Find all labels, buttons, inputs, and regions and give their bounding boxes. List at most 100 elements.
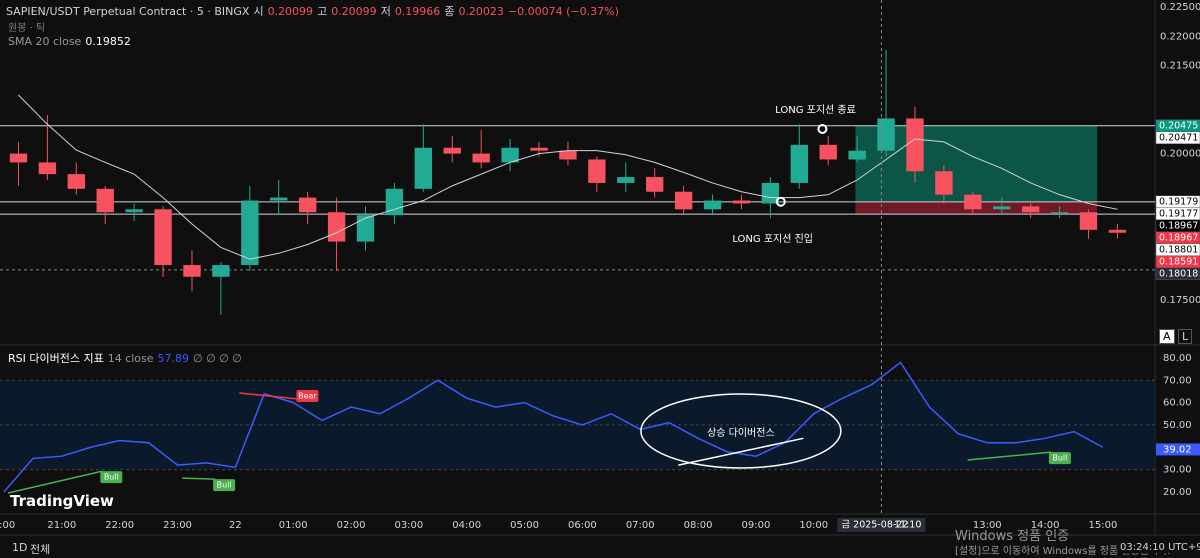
rsi-line [3, 361, 1104, 493]
candle-body [877, 118, 895, 151]
sma-line [18, 94, 1118, 260]
candle-body [819, 144, 837, 160]
rsi-tick-label: 50.00 [1163, 420, 1192, 431]
ohlc-value: 0.20023 [458, 5, 504, 18]
divergence-ellipse [640, 393, 842, 469]
x-tick-label: 01:00 [279, 520, 308, 531]
candle-body [414, 147, 433, 189]
trade-marker [775, 196, 786, 207]
watermark-text: [설정]으로 이동하여 Windows를 정품 인증합니다. [955, 546, 1171, 557]
candle-body [125, 209, 143, 213]
candle-body [761, 182, 780, 204]
candle-body [1050, 212, 1069, 214]
candle-body [154, 209, 172, 266]
price-label: 0.18018 [1159, 268, 1198, 279]
candle-body [790, 144, 808, 183]
x-tick-label: 21:00 [47, 520, 76, 531]
x-tick-label: 0:00 [0, 520, 15, 531]
symbol-header: SAPIEN/USDT Perpetual Contract · 5 · BIN… [6, 3, 623, 19]
indicator-name: SMA 20 close [8, 35, 82, 48]
rsi-header: RSI 다이버전스 지표 14 close 57.89 ∅ ∅ ∅ ∅ [8, 350, 246, 366]
candle-body [906, 118, 924, 172]
candle-body [703, 200, 722, 210]
x-tick-label: 06:00 [568, 520, 597, 531]
x-tick-label: 05:00 [510, 520, 539, 531]
x-tick-label: 22:00 [105, 520, 134, 531]
candle-body [1108, 229, 1127, 233]
ohlc-label: 고 [317, 5, 328, 18]
candle-body [356, 215, 375, 242]
divergence-label-bg [1048, 452, 1071, 465]
x-tick-label: 07:00 [626, 520, 655, 531]
price-label: 0.18801 [1159, 244, 1198, 255]
subtitle: 원봉 · 틱 [8, 23, 46, 34]
crosshair-date: 금 2025-08-22 [841, 520, 908, 531]
candle-body [9, 153, 28, 163]
y-tick-label: 0.22500 [1160, 2, 1200, 13]
candle-body [327, 212, 346, 242]
candle-body [501, 147, 519, 163]
candle-body [674, 191, 693, 210]
price-label: 0.18967 [1159, 220, 1198, 231]
range-button[interactable]: 1D [12, 541, 28, 554]
trade-marker [817, 123, 828, 134]
rsi-tick-label: 20.00 [1163, 487, 1192, 498]
rsi-params: 14 close [107, 352, 154, 365]
candle-body [212, 265, 230, 277]
crosshair-time: 11:10 [894, 520, 921, 531]
auto-button[interactable]: A [1159, 329, 1175, 344]
divergence-label-bg [296, 390, 319, 403]
candle-body [848, 150, 866, 160]
divergence-label: Bull [1052, 454, 1067, 463]
annotation: LONG 포지션 진입 [732, 232, 813, 245]
price-label: 0.20471 [1159, 132, 1198, 143]
rsi-tick-label: 30.00 [1163, 465, 1192, 476]
price-label-bg [1155, 131, 1200, 145]
price-label: 0.18967 [1159, 232, 1198, 243]
indicator-header: SMA 20 close 0.19852 [8, 35, 135, 48]
candle-body [1021, 206, 1040, 213]
candle-body [443, 147, 461, 154]
profit-zone [855, 125, 1098, 202]
ohlc-value: 0.20099 [267, 5, 314, 18]
divergence-label-bg [213, 479, 236, 492]
x-tick-label: 09:00 [741, 520, 770, 531]
ohlc-label: 시 [253, 5, 264, 18]
rsi-value: 57.89 [157, 352, 190, 365]
divergence-note-line [678, 437, 804, 466]
all-button[interactable]: 전체 [30, 543, 51, 556]
rsi-last-label: 39.02 [1163, 444, 1192, 455]
rsi-title: RSI 다이버전스 지표 [8, 352, 104, 365]
divergence-label: Bull [104, 473, 119, 482]
ohlc-value: 0.20099 [331, 5, 377, 18]
x-tick-label: 14:00 [1031, 520, 1060, 531]
candle-body [270, 197, 288, 201]
x-tick-label: 02:00 [337, 520, 366, 531]
divergence-line [182, 477, 216, 480]
divergence-note: 상승 다이버전스 [707, 427, 775, 439]
candle-body [964, 194, 982, 210]
change: −0.00074 (−0.37%) [507, 5, 619, 18]
brand: TradingView [10, 492, 114, 510]
log-button[interactable]: L [1178, 329, 1193, 344]
price-label: 0.18591 [1159, 256, 1198, 267]
x-tick-label: 08:00 [684, 520, 713, 531]
price-label: 0.19177 [1159, 208, 1198, 219]
x-tick-label: 04:00 [452, 520, 481, 531]
divergence-label: Bull [217, 481, 232, 490]
candle-body [38, 162, 57, 175]
watermark-title: Windows 정품 인증 [955, 529, 1070, 544]
candle-body [298, 197, 317, 213]
x-tick-label: 15:00 [1089, 520, 1118, 531]
x-tick-label: 03:00 [394, 520, 423, 531]
divergence-label-bg [100, 471, 123, 484]
candle-body [385, 188, 404, 216]
candle-body [1079, 212, 1098, 230]
crosshair-label-bg [837, 518, 926, 532]
price-label: 0.19179 [1159, 196, 1198, 207]
candle-body [183, 265, 201, 277]
divergence-line [7, 470, 103, 494]
